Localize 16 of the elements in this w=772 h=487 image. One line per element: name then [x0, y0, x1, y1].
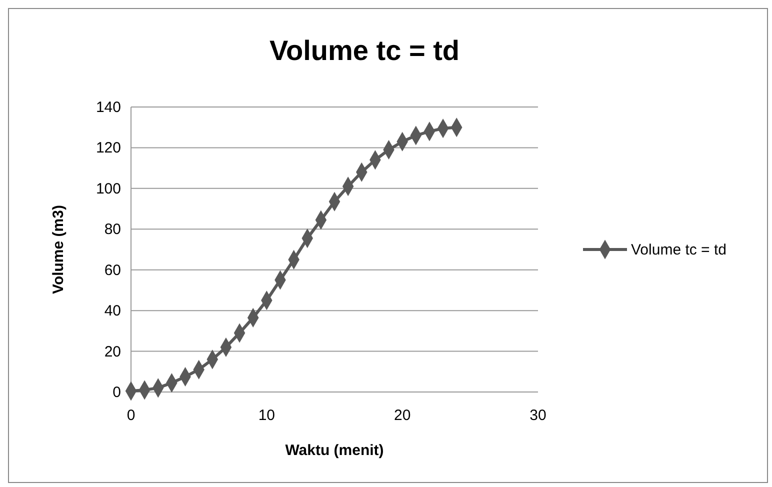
y-tick-label: 40 — [104, 302, 121, 320]
y-tick-label: 60 — [104, 262, 121, 279]
legend-label: Volume tc = td — [631, 242, 726, 258]
x-axis-title: Waktu (menit) — [285, 442, 384, 459]
y-tick-label: 20 — [104, 343, 121, 360]
y-tick-label: 140 — [96, 99, 121, 116]
y-tick-label: 0 — [112, 384, 121, 401]
y-axis-title: Volume (m3) — [50, 205, 67, 294]
y-tick-label: 120 — [96, 140, 121, 157]
y-tick-label: 80 — [104, 221, 121, 238]
x-tick-label: 10 — [258, 407, 276, 424]
chart-title: Volume tc = td — [269, 35, 460, 66]
x-tick-label: 20 — [394, 407, 411, 424]
x-tick-label: 30 — [530, 407, 546, 424]
y-tick-label: 100 — [96, 180, 121, 198]
x-tick-label: 0 — [126, 407, 136, 424]
